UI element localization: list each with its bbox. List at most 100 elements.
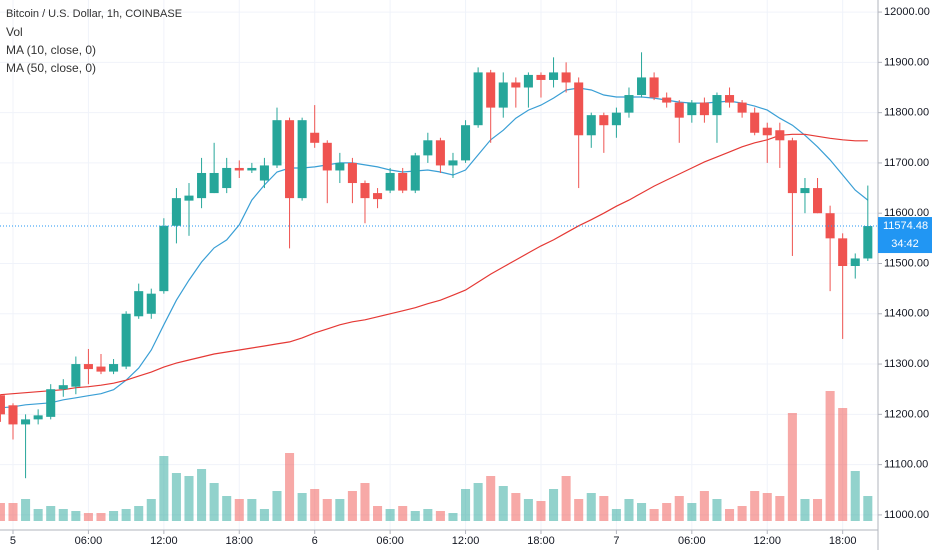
volume-bar	[737, 506, 747, 521]
volume-bar	[222, 496, 232, 521]
volume-bar	[863, 496, 873, 521]
candle-body	[586, 115, 596, 136]
y-tick-label: 11800.00	[884, 107, 929, 119]
candle-body	[762, 127, 772, 136]
y-tick-label: 11500.00	[884, 257, 929, 269]
volume-bar	[448, 513, 458, 521]
candle-body	[96, 366, 106, 372]
volume-bar	[486, 476, 496, 521]
volume-bar	[561, 476, 571, 521]
candle-body	[599, 115, 609, 126]
volume-bar	[637, 503, 647, 521]
volume-bar	[0, 503, 5, 521]
volume-bar	[511, 493, 521, 521]
candle-body	[473, 72, 483, 126]
candle-body	[611, 112, 621, 126]
candle-body	[775, 130, 785, 141]
volume-bar	[687, 503, 697, 521]
legend-entry: Vol	[6, 25, 23, 39]
x-tick-label: 12:00	[150, 535, 178, 547]
volume-bar	[171, 473, 181, 521]
volume-bar	[461, 489, 471, 521]
last-price-label: 11574.48	[883, 220, 928, 232]
volume-bar	[800, 499, 810, 521]
volume-bar	[750, 491, 760, 521]
volume-bar	[33, 509, 43, 521]
candle-body	[0, 395, 5, 415]
volume-bar	[813, 499, 823, 521]
candle-body	[398, 172, 408, 191]
candle-body	[574, 82, 584, 136]
volume-bar	[8, 503, 18, 521]
volume-bar	[574, 499, 584, 521]
candle-body	[435, 140, 445, 166]
candle-body	[121, 313, 131, 367]
volume-bar	[699, 491, 709, 521]
volume-bar	[121, 509, 131, 521]
volume-bar	[197, 469, 207, 521]
candle-body	[712, 95, 722, 116]
candle-body	[813, 188, 823, 214]
volume-bar	[96, 513, 106, 521]
candle-body	[310, 132, 320, 143]
volume-bar	[712, 499, 722, 521]
x-tick-label: 7	[613, 535, 619, 547]
volume-bar	[58, 509, 68, 521]
candle-body	[171, 198, 181, 226]
candle-body	[649, 77, 659, 98]
volume-bar	[523, 499, 533, 521]
volume-bar	[850, 471, 860, 521]
volume-bar	[21, 499, 31, 521]
legend-entry: MA (50, close, 0)	[6, 61, 96, 75]
x-tick-label: 5	[10, 535, 16, 547]
candle-body	[787, 140, 797, 194]
candle-body	[347, 162, 357, 184]
volume-bar	[498, 486, 508, 521]
candle-body	[83, 364, 93, 370]
candle-body	[373, 193, 383, 200]
volume-bar	[838, 408, 848, 521]
candle-body	[209, 172, 219, 194]
y-tick-label: 11100.00	[884, 459, 928, 471]
y-tick-label: 11600.00	[884, 207, 929, 219]
volume-bar	[310, 489, 320, 521]
candle-body	[448, 160, 458, 166]
candle-body	[297, 120, 307, 199]
candle-body	[360, 183, 370, 199]
volume-bar	[71, 511, 81, 521]
candle-body	[674, 102, 684, 118]
volume-bar	[272, 491, 282, 521]
volume-bar	[360, 483, 370, 521]
y-tick-label: 11300.00	[884, 358, 929, 370]
volume-bar	[184, 476, 194, 521]
volume-bar	[285, 453, 295, 521]
candle-body	[800, 188, 810, 194]
candle-body	[184, 195, 194, 201]
candle-body	[624, 95, 634, 113]
volume-bar	[674, 496, 684, 521]
countdown-label: 34:42	[891, 238, 919, 250]
volume-bar	[83, 513, 93, 521]
x-tick-label: 12:00	[452, 535, 480, 547]
candle-body	[737, 102, 747, 113]
candle-body	[109, 364, 119, 372]
candle-body	[662, 97, 672, 103]
volume-bar	[473, 483, 483, 521]
x-tick-label: 06:00	[678, 535, 706, 547]
volume-bar	[725, 509, 735, 521]
volume-bar	[423, 509, 433, 521]
volume-bar	[209, 483, 219, 521]
candle-body	[561, 72, 571, 83]
candle-body	[197, 172, 207, 199]
candle-body	[725, 95, 735, 103]
y-tick-label: 11200.00	[884, 408, 929, 420]
candle-body	[322, 142, 332, 171]
candle-body	[863, 226, 873, 259]
x-tick-label: 06:00	[376, 535, 404, 547]
candle-body	[58, 385, 68, 390]
candle-body	[385, 172, 395, 191]
x-tick-label: 18:00	[527, 535, 555, 547]
volume-bar	[435, 511, 445, 521]
candle-body	[259, 165, 269, 181]
y-tick-label: 11000.00	[884, 509, 929, 521]
